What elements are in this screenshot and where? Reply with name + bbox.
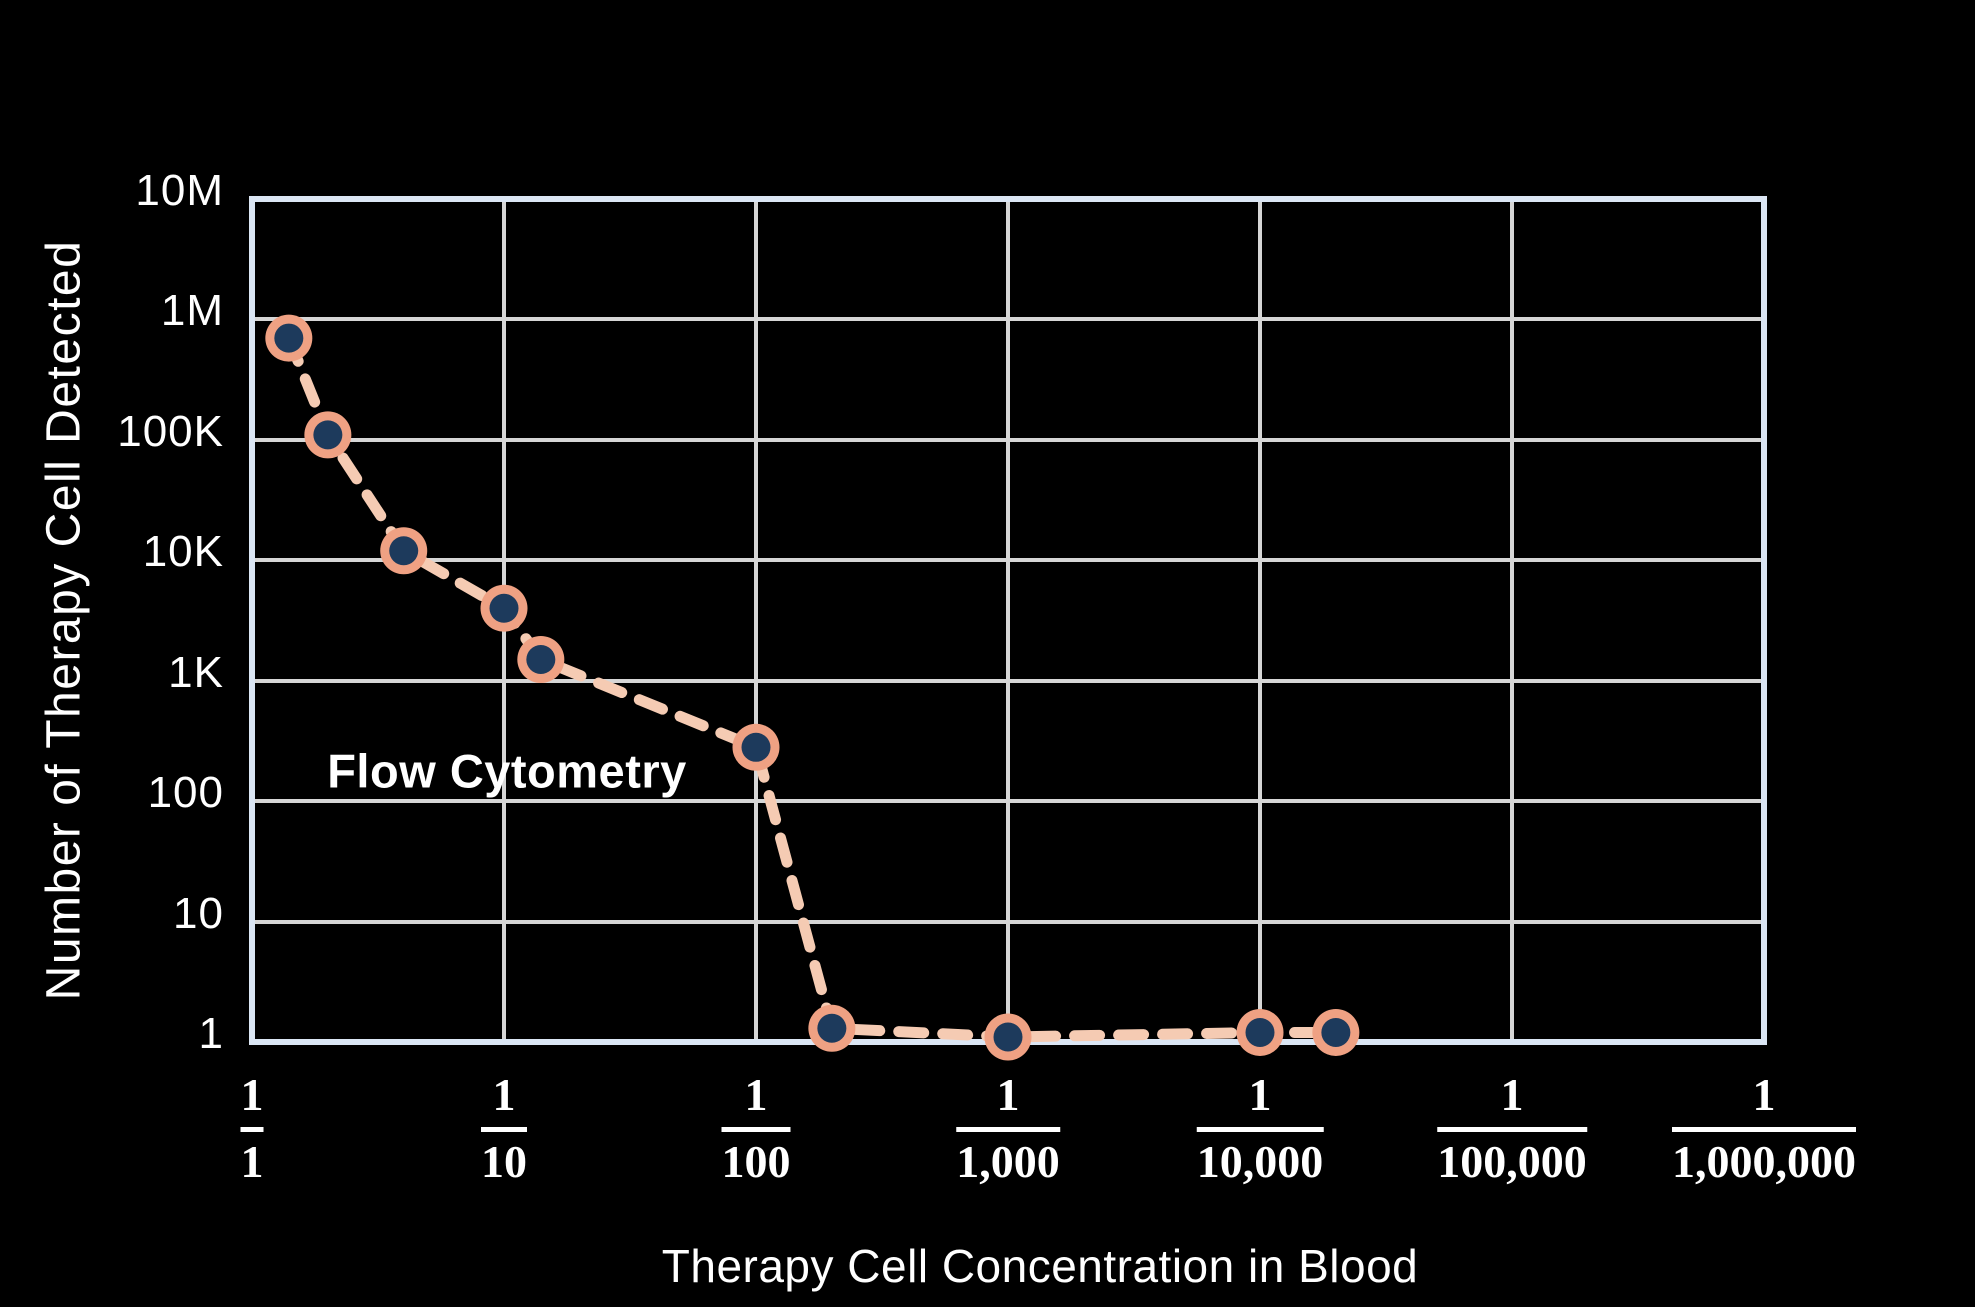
plot-area-frame [249,196,1767,1045]
fraction-denominator: 10 [481,1136,527,1187]
y-tick-label: 10M [135,166,224,215]
x-axis-title: Therapy Cell Concentration in Blood [661,1240,1419,1292]
fraction-numerator: 1 [996,1069,1020,1120]
fraction-bar [721,1127,791,1132]
fraction-denominator: 1 [240,1136,264,1187]
fraction-denominator: 10,000 [1196,1136,1324,1187]
fraction-numerator: 1 [1248,1069,1272,1120]
y-tick-label: 1K [168,647,224,697]
y-tick-label: 10 [173,888,224,938]
fraction-bar [1672,1127,1856,1132]
fraction-bar [1437,1127,1587,1132]
fraction-numerator: 1 [492,1069,516,1120]
fraction-numerator: 1 [1500,1069,1524,1120]
fraction-bar [240,1127,264,1132]
fraction-denominator: 1,000,000 [1672,1136,1856,1187]
fraction-denominator: 100,000 [1437,1136,1587,1187]
horizontal-gridline [255,317,1761,322]
y-tick-label: 100K [117,406,224,456]
vertical-gridline [1510,202,1514,1039]
y-tick-label: 100 [147,768,224,818]
x-tick-fraction-label: 1 10,000 [1191,1072,1330,1185]
fraction-bar [1196,1127,1324,1132]
series-label-flow-cytometry: Flow Cytometry [327,744,687,798]
y-tick-label: 10K [142,527,224,577]
fraction-bar [956,1127,1060,1132]
fraction-numerator: 1 [1752,1069,1776,1120]
fraction-denominator: 1,000 [956,1136,1060,1187]
y-tick-label: 1M [160,286,224,336]
x-tick-fraction-label: 1 100,000 [1431,1072,1593,1185]
fraction-numerator: 1 [240,1069,264,1120]
y-tick-label: 1 [198,1009,224,1058]
x-tick-fraction-label: 1 10 [475,1072,533,1185]
fraction-bar [481,1127,527,1132]
x-tick-fraction-label: 1 1,000,000 [1666,1072,1862,1185]
y-axis-title: Number of Therapy Cell Detected [37,239,91,1001]
fraction-numerator: 1 [744,1069,768,1120]
x-tick-fraction-label: 1 100 [716,1072,797,1185]
x-tick-fraction-label: 1 1,000 [950,1072,1066,1185]
fraction-denominator: 100 [721,1136,791,1187]
